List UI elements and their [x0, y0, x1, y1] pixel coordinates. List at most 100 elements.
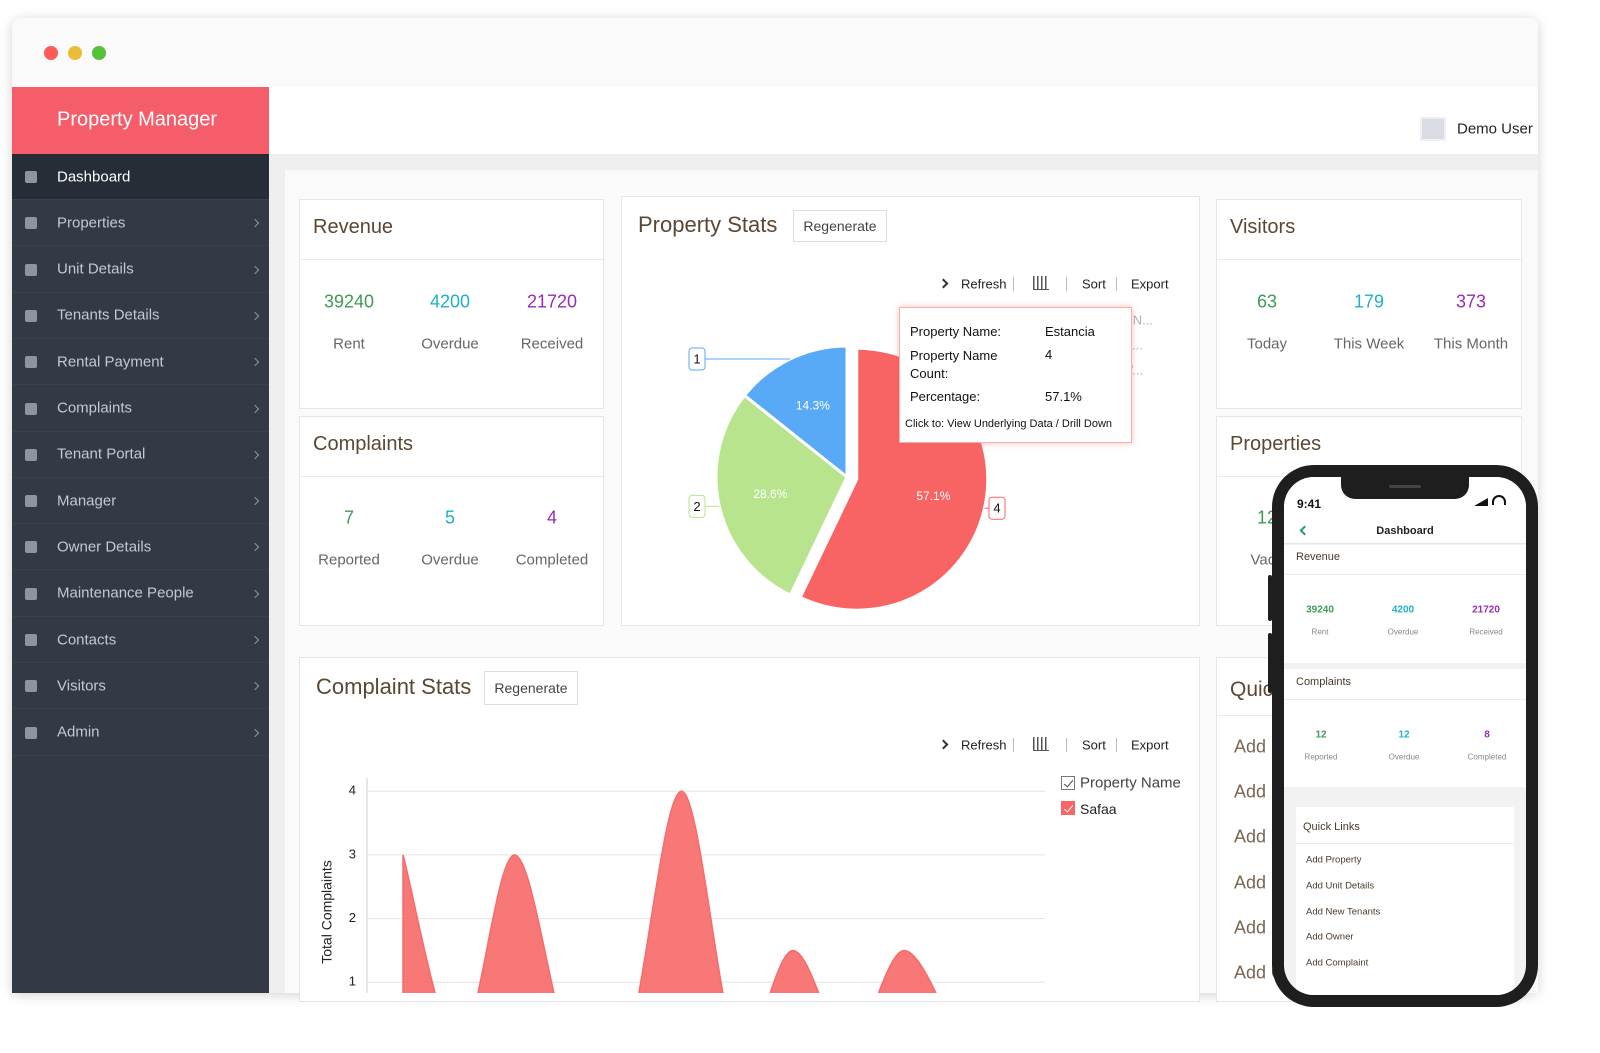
- phone-quick-links: Quick Links Add Property Add Unit Details…: [1296, 807, 1514, 995]
- stat-label: Rent: [1311, 627, 1329, 637]
- stat-label: Overdue: [1388, 752, 1420, 762]
- menu-label: Contacts: [57, 631, 117, 648]
- toolbar-separator: [1066, 277, 1067, 291]
- card-title: Property Stats: [638, 212, 778, 237]
- quick-link[interactable]: Add New Tenants: [1306, 906, 1381, 918]
- toolbar-button[interactable]: Refresh: [961, 276, 1007, 292]
- stat-label: Overdue: [421, 335, 479, 353]
- menu-chevron: [250, 450, 260, 460]
- top-bar: Demo User: [269, 87, 1538, 155]
- stat-value: 373: [1455, 291, 1487, 312]
- quick-link[interactable]: Add N: [1234, 826, 1285, 847]
- menu-chevron: [250, 496, 260, 506]
- quick-link[interactable]: Add Unit Details: [1306, 880, 1375, 892]
- regenerate-button[interactable]: Regenerate: [484, 671, 578, 705]
- tooltip-value: 4: [1045, 347, 1053, 362]
- legend-label[interactable]: Safaa: [1080, 801, 1117, 817]
- menu-item[interactable]: Properties: [12, 200, 269, 247]
- toolbar-button[interactable]: Export: [1131, 276, 1169, 292]
- menu-item[interactable]: Tenant Portal: [12, 432, 269, 478]
- menu-icon: [25, 448, 37, 461]
- avatar[interactable]: [1420, 117, 1446, 141]
- menu-item[interactable]: Owner Details: [12, 524, 269, 571]
- stat-value: 39240: [1306, 604, 1334, 616]
- card-title: Revenue: [313, 216, 394, 238]
- stat-label: Rent: [333, 335, 365, 353]
- brand-bar: Property Manager: [12, 87, 269, 154]
- legend-title: Property Name: [1080, 774, 1181, 792]
- stat-value: 39240: [323, 291, 375, 312]
- stat-label: Completed: [1467, 752, 1507, 762]
- chart-type-icon[interactable]: [1033, 276, 1049, 290]
- complaints-card: Complaints 7 Reported 5 Overdue 4 Completed: [299, 416, 604, 626]
- menu-item[interactable]: Contacts: [12, 617, 269, 663]
- menu-item[interactable]: Maintenance People: [12, 571, 269, 617]
- regenerate-button[interactable]: Regenerate: [793, 210, 887, 242]
- legend-checkbox[interactable]: [1061, 801, 1075, 815]
- toolbar-separator: [1013, 738, 1014, 752]
- menu-chevron: [250, 265, 260, 274]
- stat-value: 7: [343, 507, 355, 528]
- sidebar: Property Manager Dashboard Properties Unit…: [12, 87, 269, 993]
- menu-item[interactable]: Visitors: [12, 663, 269, 710]
- quick-link[interactable]: Add P: [1234, 736, 1284, 757]
- menu-icon: [25, 263, 37, 276]
- stat-label: This Week: [1333, 335, 1405, 353]
- menu-icon: [25, 171, 37, 183]
- brand[interactable]: Property Manager: [57, 108, 218, 131]
- menu-chevron: [250, 219, 260, 228]
- menu-icon: [25, 402, 37, 415]
- chart-type-icon[interactable]: [1033, 737, 1049, 751]
- menu-icon: [25, 634, 37, 646]
- revenue-card: Revenue 39240 Rent 4200 Overdue 21720 Receive…: [299, 199, 604, 409]
- menu-item[interactable]: Complaints: [12, 386, 269, 432]
- stat-label: Received: [520, 335, 584, 353]
- quick-link[interactable]: Add C: [1234, 872, 1285, 893]
- status-time: 9:41: [1297, 497, 1322, 511]
- toolbar-button[interactable]: Sort: [1082, 737, 1106, 753]
- minimize-dot[interactable]: [68, 46, 82, 60]
- menu-item[interactable]: Dashboard: [12, 154, 269, 200]
- stat-value: 12: [1315, 729, 1327, 741]
- tooltip-label: Percentage:: [910, 389, 981, 404]
- toolbar-button[interactable]: Refresh: [961, 737, 1007, 753]
- menu-item[interactable]: Unit Details: [12, 247, 269, 293]
- menu-label: Complaints: [57, 399, 133, 417]
- menu-chevron: [250, 682, 260, 691]
- quick-link[interactable]: Add Owner: [1306, 931, 1354, 943]
- stat-value: 21720: [1472, 604, 1500, 616]
- menu-item[interactable]: Rental Payment: [12, 339, 269, 386]
- quick-link[interactable]: Add C: [1234, 917, 1285, 938]
- menu-item[interactable]: Tenants Details: [12, 293, 269, 339]
- menu-item[interactable]: Manager: [12, 478, 269, 525]
- menu-item[interactable]: Admin: [12, 710, 269, 756]
- wifi-icon: [1492, 495, 1506, 505]
- close-dot[interactable]: [44, 46, 58, 60]
- menu-label: Rental Payment: [57, 353, 164, 371]
- maximize-dot[interactable]: [92, 46, 106, 60]
- user-name[interactable]: Demo User: [1457, 120, 1533, 138]
- complaint-legend: Property Name Safaa: [1061, 775, 1201, 825]
- quick-link[interactable]: Add C: [1234, 962, 1285, 983]
- phone-revenue: Revenue 39240 Rent 4200 Overdue 21720 Receive…: [1284, 545, 1526, 663]
- stat-value: 21720: [526, 291, 578, 312]
- quick-link[interactable]: Add Property: [1306, 854, 1362, 866]
- menu-icon: [25, 587, 37, 600]
- stat-value: 4: [546, 507, 558, 528]
- toolbar-button[interactable]: Sort: [1082, 276, 1106, 292]
- separator: [1284, 699, 1526, 700]
- menu-chevron: [250, 311, 260, 321]
- card-title: Complaints: [313, 433, 414, 455]
- quick-link[interactable]: Add U: [1234, 781, 1285, 802]
- section-title: Quick Links: [1303, 821, 1360, 833]
- stat-label: Reported: [1304, 752, 1338, 762]
- stat-value: 4200: [429, 291, 471, 312]
- toolbar-button[interactable]: Export: [1131, 737, 1169, 753]
- signal-icon: [1474, 498, 1488, 506]
- quick-link[interactable]: Add Complaint: [1306, 957, 1369, 969]
- section-title: Complaints: [1296, 676, 1352, 688]
- tooltip-footer: Click to: View Underlying Data / Drill D…: [905, 418, 1113, 430]
- menu-label: Manager: [57, 492, 117, 510]
- legend-checkbox[interactable]: [1061, 776, 1075, 790]
